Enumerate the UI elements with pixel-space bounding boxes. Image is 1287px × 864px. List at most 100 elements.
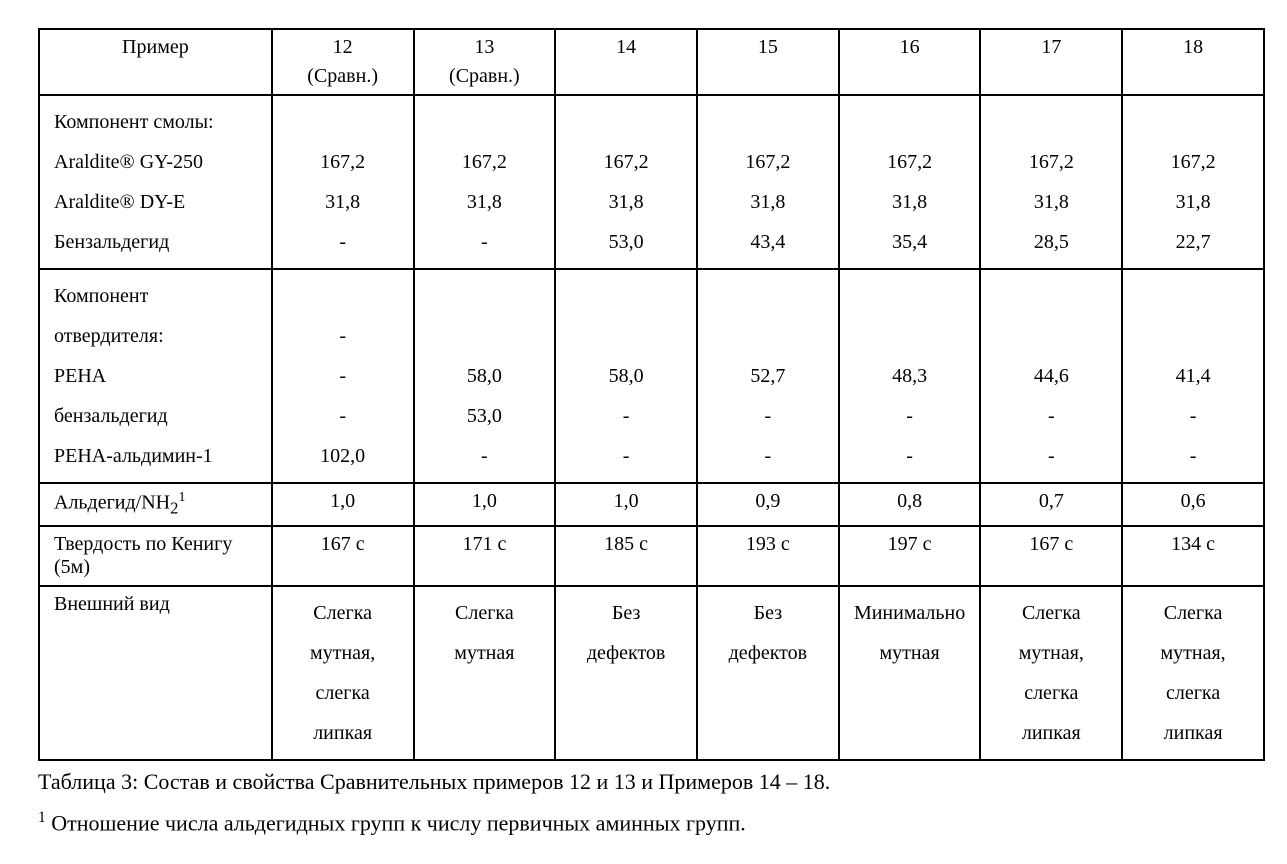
cell: 0,6	[1122, 483, 1264, 526]
cell: -	[1131, 396, 1255, 436]
cell: -	[281, 222, 405, 262]
cell: 52,7	[706, 356, 830, 396]
footnote-text: Отношение числа альдегидных групп к числ…	[46, 810, 746, 835]
cell: 167,2	[848, 142, 972, 182]
header-row-label: Пример	[39, 29, 272, 95]
hardener-col: 52,7 - -	[697, 269, 839, 483]
cell: -	[848, 396, 972, 436]
hardener-row-label: PEHA	[54, 356, 263, 396]
cell: 1,0	[555, 483, 697, 526]
hardener-row-label: PEHA-альдимин-1	[54, 436, 263, 476]
appearance-row: Внешний вид Слегкамутная,слегкалипкая Сл…	[39, 586, 1264, 760]
footnote-marker: 1	[38, 809, 46, 826]
cell: Слегкамутная,слегкалипкая	[281, 593, 405, 753]
cell: 31,8	[989, 182, 1113, 222]
cell: 167 с	[272, 526, 414, 586]
cell: 167 с	[980, 526, 1122, 586]
col-header: 17	[980, 29, 1122, 95]
cell: 167,2	[706, 142, 830, 182]
hardener-block-row: Компонент отвердителя: PEHA бензальдегид…	[39, 269, 1264, 483]
col-num: 15	[758, 36, 778, 58]
cell: 167,2	[281, 142, 405, 182]
cell: 0,7	[980, 483, 1122, 526]
cell: 31,8	[706, 182, 830, 222]
footnote: 1 Отношение числа альдегидных групп к чи…	[38, 809, 1265, 836]
resin-title: Компонент смолы:	[54, 102, 263, 142]
cell: -	[423, 222, 547, 262]
cell: Бездефектов	[706, 593, 830, 673]
resin-block-row: Компонент смолы: Araldite® GY-250 Araldi…	[39, 95, 1264, 269]
resin-block-label: Компонент смолы: Araldite® GY-250 Araldi…	[39, 95, 272, 269]
resin-col: 167,2 31,8 43,4	[697, 95, 839, 269]
cell: 0,9	[697, 483, 839, 526]
resin-col: 167,2 31,8 -	[414, 95, 556, 269]
resin-row-label: Бензальдегид	[54, 222, 263, 262]
cell: 31,8	[423, 182, 547, 222]
cell: 31,8	[281, 182, 405, 222]
cell: Бездефектов	[564, 593, 688, 673]
col-num: 12	[333, 36, 353, 58]
cell: 193 с	[697, 526, 839, 586]
cell: 0,8	[839, 483, 981, 526]
hardener-col: 48,3 - -	[839, 269, 981, 483]
cell: 22,7	[1131, 222, 1255, 262]
resin-col: 167,2 31,8 -	[272, 95, 414, 269]
hardener-col: 58,0 53,0 -	[414, 269, 556, 483]
cell: 185 с	[555, 526, 697, 586]
cell: -	[1131, 436, 1255, 476]
cell: 41,4	[1131, 356, 1255, 396]
cell: -	[706, 396, 830, 436]
resin-col: 167,2 31,8 28,5	[980, 95, 1122, 269]
table-header-row: Пример 12 (Сравн.) 13 (Сравн.) 14 15 16	[39, 29, 1264, 95]
cell: 44,6	[989, 356, 1113, 396]
cell: 28,5	[989, 222, 1113, 262]
cell: -	[564, 396, 688, 436]
cell: 167,2	[1131, 142, 1255, 182]
hardener-title: Компонент	[54, 276, 263, 316]
resin-col: 167,2 31,8 22,7	[1122, 95, 1264, 269]
col-num: 13	[474, 36, 494, 58]
appearance-cell: Бездефектов	[697, 586, 839, 760]
resin-col: 167,2 31,8 35,4	[839, 95, 981, 269]
col-num: 16	[900, 36, 920, 58]
cell: 58,0	[423, 356, 547, 396]
appearance-cell: Слегкамутная,слегкалипкая	[980, 586, 1122, 760]
cell: -	[281, 396, 405, 436]
col-header: 18	[1122, 29, 1264, 95]
cell: 53,0	[564, 222, 688, 262]
hardness-label: Твердость по Кенигу (5м)	[39, 526, 272, 586]
cell: 43,4	[706, 222, 830, 262]
appearance-cell: Слегкамутная	[414, 586, 556, 760]
cell: -	[423, 436, 547, 476]
appearance-cell: Минимальномутная	[839, 586, 981, 760]
cell: 48,3	[848, 356, 972, 396]
cell: 35,4	[848, 222, 972, 262]
table-caption: Таблица 3: Состав и свойства Сравнительн…	[38, 769, 1265, 795]
cell: 31,8	[848, 182, 972, 222]
hardener-col: - - - 102,0	[272, 269, 414, 483]
cell: 1,0	[414, 483, 556, 526]
appearance-label: Внешний вид	[39, 586, 272, 760]
cell: Слегкамутная,слегкалипкая	[1131, 593, 1255, 753]
cell: Слегкамутная	[423, 593, 547, 673]
appearance-cell: Слегкамутная,слегкалипкая	[1122, 586, 1264, 760]
resin-row-label: Araldite® DY-E	[54, 182, 263, 222]
cell: 53,0	[423, 396, 547, 436]
col-num: 14	[616, 36, 636, 58]
hardener-block-label: Компонент отвердителя: PEHA бензальдегид…	[39, 269, 272, 483]
cell: Минимальномутная	[848, 593, 972, 673]
appearance-cell: Слегкамутная,слегкалипкая	[272, 586, 414, 760]
hardener-title2: отвердителя:	[54, 316, 263, 356]
col-header: 12 (Сравн.)	[272, 29, 414, 95]
col-header: 14	[555, 29, 697, 95]
ratio-label: Альдегид/NH21	[39, 483, 272, 526]
cell: -	[281, 356, 405, 396]
cell: -	[848, 436, 972, 476]
cell: Слегкамутная,слегкалипкая	[989, 593, 1113, 753]
resin-col: 167,2 31,8 53,0	[555, 95, 697, 269]
cell: 167,2	[423, 142, 547, 182]
hardness-label-l1: Твердость по Кенигу	[54, 533, 263, 556]
col-header: 15	[697, 29, 839, 95]
cell: -	[281, 316, 405, 356]
cell: 167,2	[989, 142, 1113, 182]
